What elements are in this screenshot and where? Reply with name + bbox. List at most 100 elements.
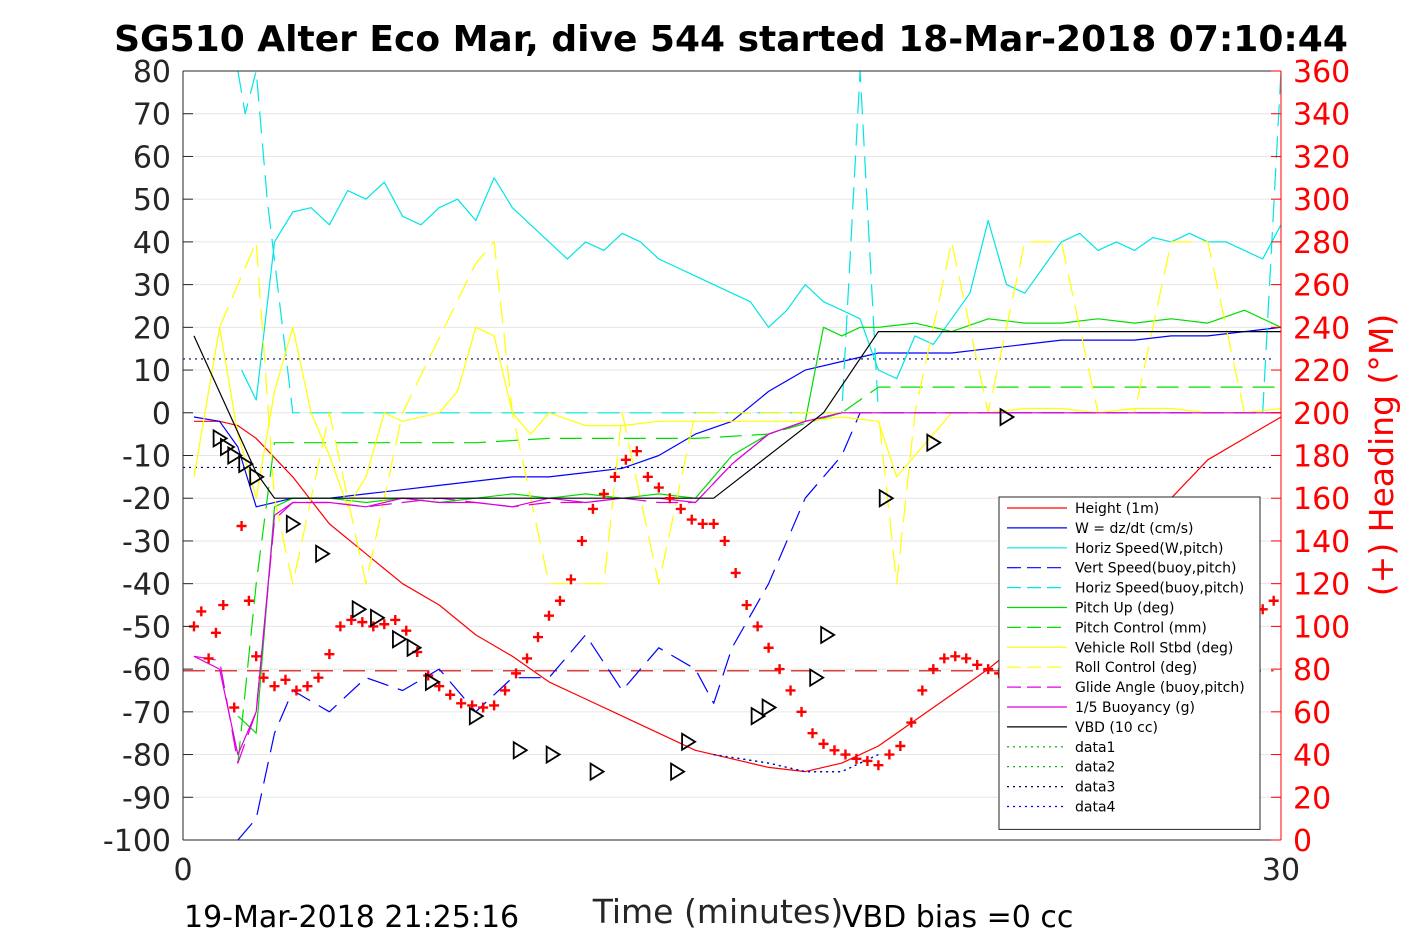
- triangle-marker: [315, 544, 331, 564]
- left-y-tick-label: 0: [152, 397, 171, 432]
- triangle-marker: [249, 467, 265, 487]
- heading-marker: [829, 745, 840, 756]
- heading-marker: [719, 535, 730, 546]
- right-y-axis-label: (+) Heading (°M): [1362, 314, 1401, 596]
- heading-marker: [229, 702, 240, 713]
- heading-marker: [478, 702, 489, 713]
- heading-marker: [752, 621, 763, 632]
- series-line-15: [713, 754, 879, 773]
- left-y-tick-label: 40: [133, 226, 171, 261]
- heading-marker: [730, 567, 741, 578]
- heading-marker: [445, 689, 456, 700]
- right-y-tick-label: 20: [1293, 781, 1331, 816]
- heading-marker: [950, 651, 961, 662]
- heading-marker: [500, 685, 511, 696]
- right-y-tick-label: 0: [1293, 824, 1312, 859]
- left-y-tick-label: -40: [122, 568, 171, 603]
- triangle-marker: [926, 433, 943, 453]
- heading-marker: [401, 625, 412, 636]
- triangle-marker: [589, 762, 606, 782]
- heading-marker: [335, 621, 346, 632]
- legend-entry-label: W = dz/dt (cm/s): [1075, 521, 1194, 537]
- left-y-tick-label: 50: [133, 183, 171, 218]
- heading-marker: [379, 619, 390, 630]
- heading-marker: [708, 518, 719, 529]
- legend-entry-label: Height (1m): [1075, 501, 1159, 517]
- heading-marker: [565, 574, 576, 585]
- right-y-ticks: 3603403203002802602402202001801601401201…: [1271, 55, 1350, 859]
- right-y-tick-label: 80: [1293, 653, 1331, 688]
- legend-entry-label: data2: [1075, 760, 1115, 776]
- heading-marker: [218, 600, 229, 611]
- triangle-marker: [999, 407, 1016, 427]
- left-y-tick-label: -50: [122, 610, 171, 645]
- heading-marker: [544, 610, 554, 621]
- left-y-tick-label: 70: [133, 98, 171, 133]
- heading-marker: [554, 595, 565, 606]
- heading-marker: [895, 741, 906, 752]
- right-y-tick-label: 340: [1293, 98, 1350, 133]
- heading-marker: [609, 471, 620, 482]
- triangle-marker: [512, 740, 529, 760]
- right-y-tick-label: 100: [1293, 610, 1350, 645]
- heading-marker: [741, 600, 752, 611]
- series-line-9: [193, 412, 1281, 764]
- right-y-tick-label: 240: [1293, 311, 1350, 346]
- triangle-marker: [468, 706, 485, 726]
- heading-marker: [598, 488, 609, 499]
- heading-marker: [763, 642, 774, 653]
- heading-marker: [884, 749, 895, 760]
- heading-marker: [302, 681, 313, 692]
- right-y-tick-label: 320: [1293, 140, 1350, 175]
- x-tick-label: 30: [1262, 853, 1300, 888]
- right-y-tick-label: 260: [1293, 269, 1350, 304]
- x-tick-label: 0: [173, 853, 192, 888]
- heading-marker: [983, 664, 994, 675]
- left-y-tick-label: -60: [122, 653, 171, 688]
- heading-marker: [368, 621, 379, 632]
- legend-entry-label: data1: [1075, 740, 1115, 756]
- heading-marker: [522, 653, 533, 664]
- heading-marker: [236, 520, 247, 531]
- heading-marker: [576, 535, 587, 546]
- left-y-tick-label: -10: [122, 440, 171, 475]
- triangle-marker: [392, 629, 408, 649]
- right-y-tick-label: 60: [1293, 696, 1331, 731]
- footer-date: 19-Mar-2018 21:25:16: [184, 900, 519, 935]
- legend-entry-label: Glide Angle (buoy,pitch): [1075, 680, 1245, 696]
- triangle-marker: [424, 672, 441, 692]
- legend-entry-label: Vert Speed(buoy,pitch): [1075, 561, 1237, 577]
- heading-marker: [862, 755, 873, 766]
- right-y-tick-label: 360: [1293, 55, 1350, 90]
- x-axis-label: Time (minutes): [592, 892, 844, 931]
- right-y-tick-label: 140: [1293, 525, 1350, 560]
- heading-marker: [203, 653, 214, 664]
- legend-entry-label: data4: [1075, 800, 1116, 816]
- legend-entry-label: 1/5 Buoyancy (g): [1075, 700, 1195, 716]
- heading-marker: [390, 614, 401, 625]
- right-y-tick-label: 220: [1293, 354, 1350, 389]
- heading-marker: [972, 659, 983, 670]
- heading-marker: [291, 685, 302, 696]
- heading-marker: [961, 653, 972, 664]
- triangle-marker: [670, 762, 686, 782]
- series-line-11: [193, 331, 1281, 499]
- heading-marker: [456, 698, 467, 709]
- legend-entry-label: Horiz Speed(buoy,pitch): [1075, 581, 1244, 597]
- left-y-tick-label: 10: [133, 354, 171, 389]
- heading-marker: [196, 606, 207, 617]
- heading-marker: [346, 614, 357, 625]
- heading-marker: [631, 446, 642, 457]
- triangle-marker: [370, 608, 386, 628]
- series-line-7: [193, 326, 1282, 508]
- heading-marker: [313, 672, 324, 683]
- legend-entry-label: Vehicle Roll Stbd (deg): [1075, 640, 1233, 656]
- heading-marker: [675, 503, 686, 514]
- left-y-tick-label: 30: [133, 269, 171, 304]
- heading-marker: [1268, 595, 1279, 606]
- footer-vbd-bias: VBD bias =0 cc: [842, 900, 1073, 935]
- left-y-tick-label: -70: [122, 696, 171, 731]
- triangle-marker: [545, 744, 562, 765]
- heading-marker: [664, 493, 675, 504]
